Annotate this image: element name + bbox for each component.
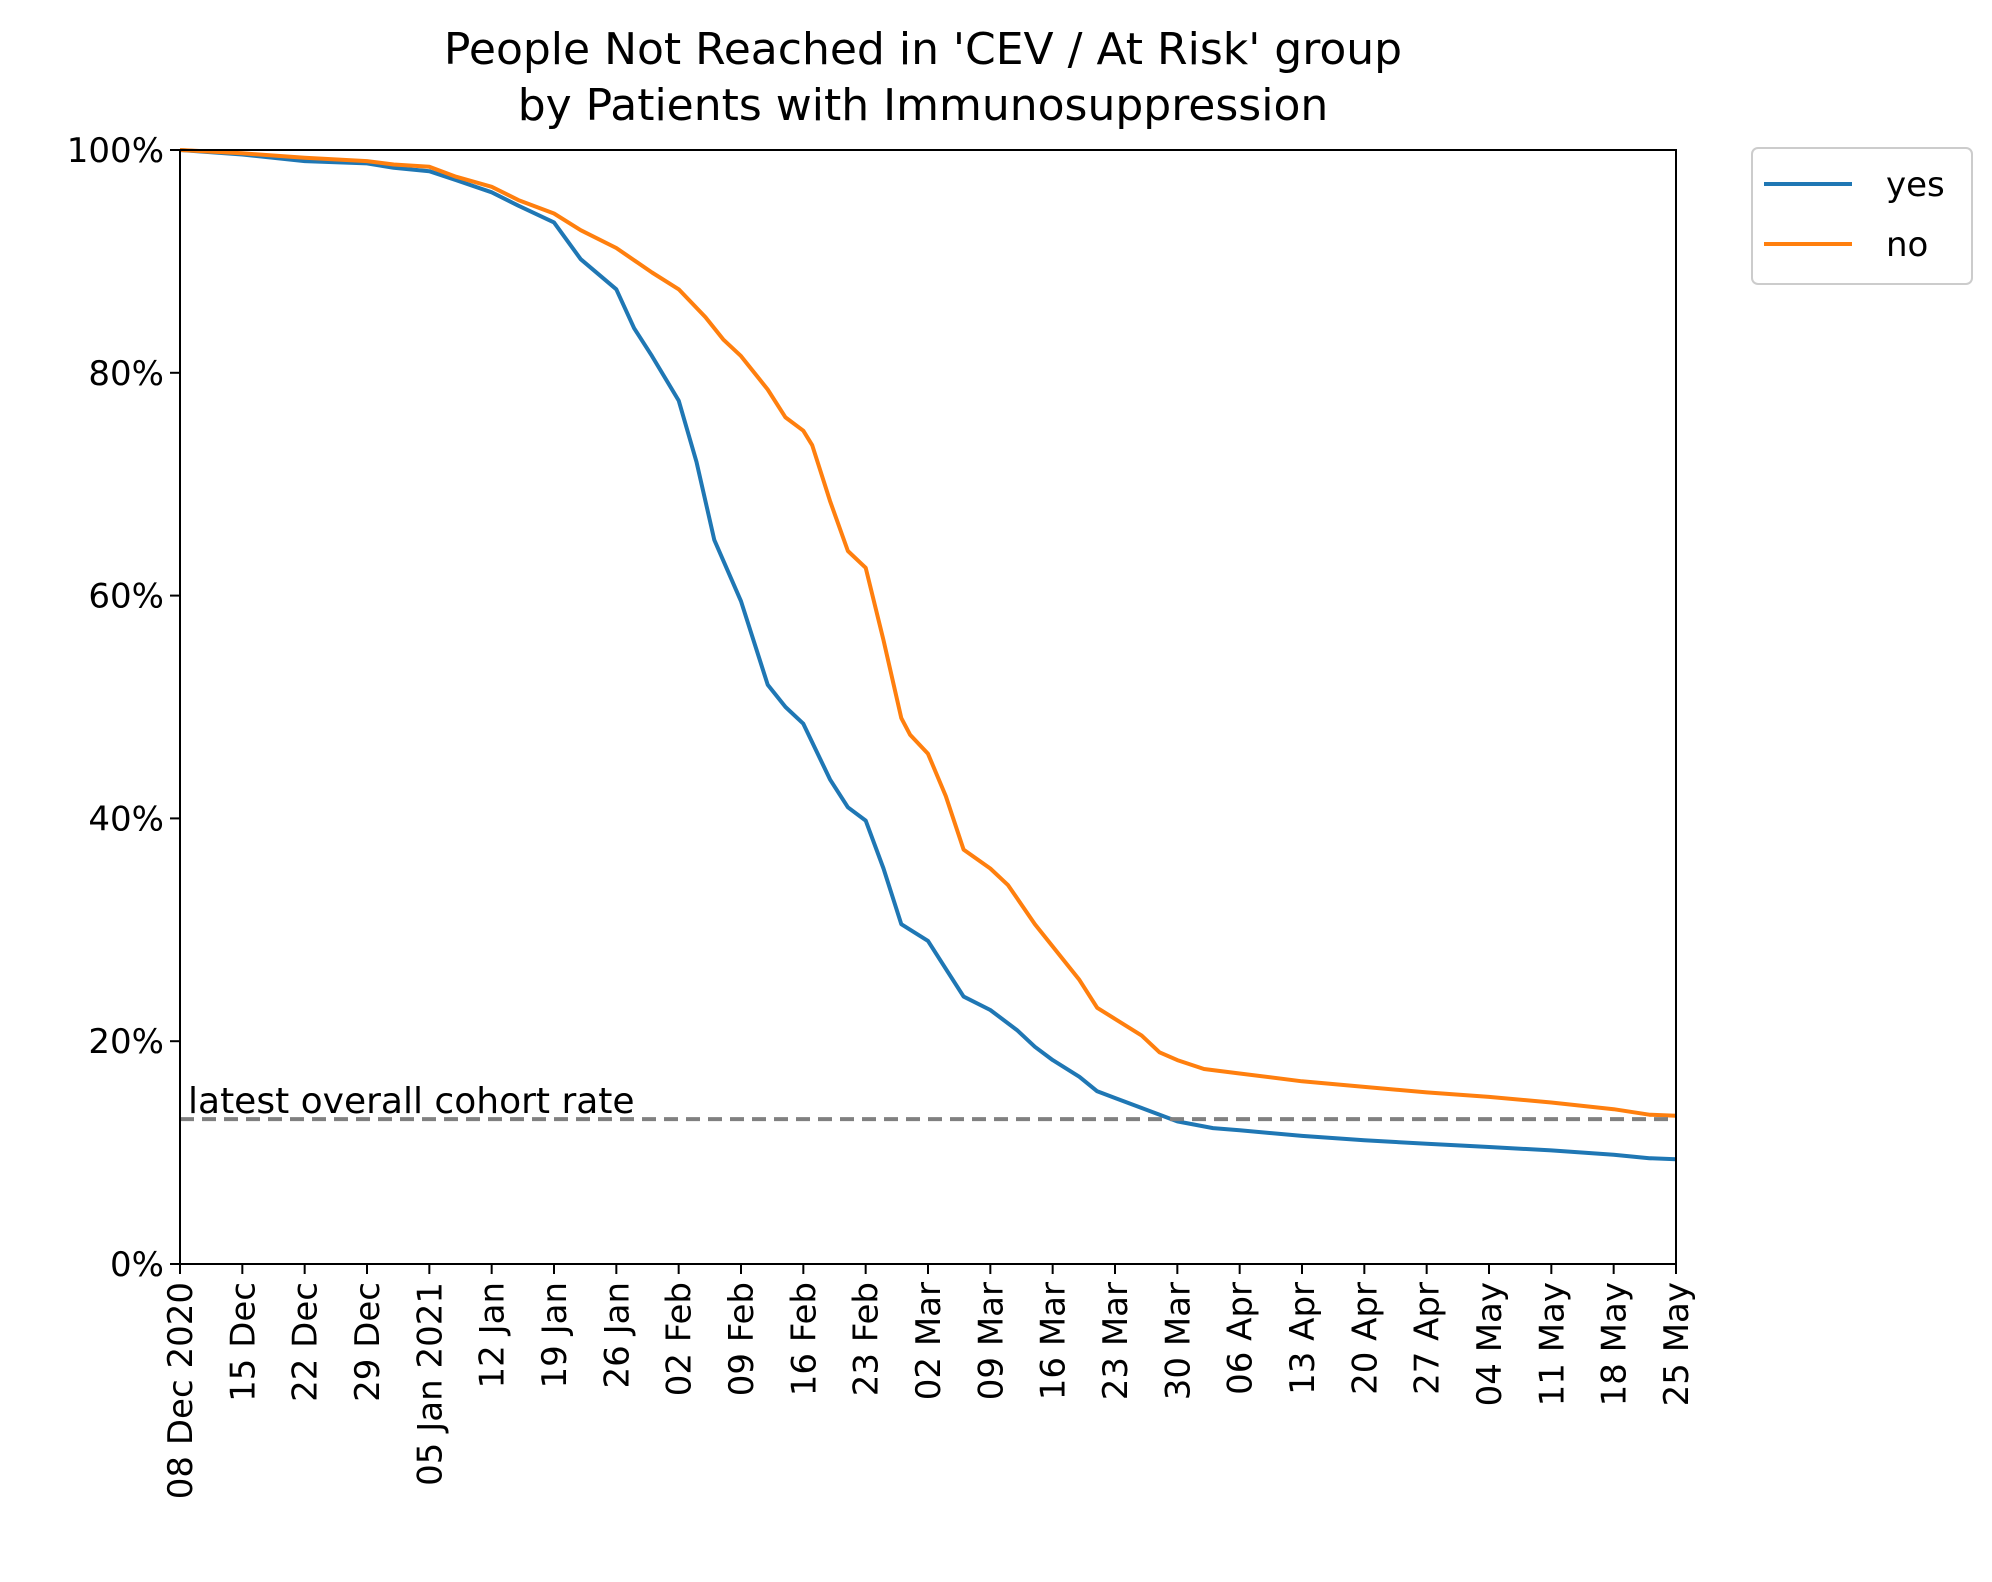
x-tick-label: 06 Apr (1221, 1282, 1261, 1395)
x-tick-label: 26 Jan (597, 1282, 637, 1388)
x-axis: 08 Dec 2020 15 Dec 22 Dec 29 Dec 05 Jan 2021… (161, 1264, 1697, 1499)
y-axis: 0% 20% 40% 60% 80% 100% (67, 131, 180, 1285)
x-tick-label: 16 Mar (1034, 1282, 1074, 1400)
x-tick-label: 22 Dec (286, 1282, 326, 1402)
x-tick-label: 09 Mar (971, 1282, 1011, 1400)
legend-label-no: no (1886, 225, 1928, 265)
y-tick-label: 80% (88, 354, 164, 394)
x-tick-label: 19 Jan (535, 1282, 575, 1388)
x-tick-label: 30 Mar (1158, 1282, 1198, 1400)
chart-subtitle: by Patients with Immunosuppression (518, 80, 1329, 131)
x-tick-label: 08 Dec 2020 (161, 1282, 201, 1499)
y-tick-label: 40% (88, 799, 164, 839)
x-tick-label: 02 Mar (909, 1282, 949, 1400)
x-tick-label: 16 Feb (784, 1282, 824, 1396)
y-tick-label: 100% (67, 131, 164, 171)
x-tick-label: 13 Apr (1283, 1282, 1323, 1395)
x-tick-label: 11 May (1532, 1282, 1572, 1406)
x-tick-label: 18 May (1595, 1282, 1635, 1406)
x-tick-label: 15 Dec (223, 1282, 263, 1402)
reference-line-group: latest overall cohort rate (180, 1081, 1676, 1122)
x-tick-label: 02 Feb (660, 1282, 700, 1396)
reference-line-label: latest overall cohort rate (188, 1081, 635, 1122)
x-tick-label: 25 May (1657, 1282, 1697, 1406)
x-tick-label: 23 Feb (847, 1282, 887, 1396)
legend-label-yes: yes (1886, 165, 1945, 205)
legend: yes no (1751, 147, 1973, 285)
chart-title: People Not Reached in 'CEV / At Risk' gr… (444, 24, 1402, 75)
y-tick-label: 60% (88, 577, 164, 617)
x-tick-label: 20 Apr (1345, 1282, 1385, 1395)
x-tick-label: 29 Dec (348, 1282, 388, 1402)
series-line-yes (179, 148, 1677, 1162)
plot-area (179, 148, 1677, 1162)
series-line-no (179, 148, 1677, 1118)
x-tick-label: 23 Mar (1096, 1282, 1136, 1400)
x-tick-label: 05 Jan 2021 (410, 1282, 450, 1486)
x-tick-label: 09 Feb (722, 1282, 762, 1396)
x-tick-label: 04 May (1470, 1282, 1510, 1406)
x-tick-label: 27 Apr (1408, 1282, 1448, 1395)
y-tick-label: 0% (110, 1245, 164, 1285)
y-tick-label: 20% (88, 1022, 164, 1062)
x-tick-label: 12 Jan (473, 1282, 513, 1388)
